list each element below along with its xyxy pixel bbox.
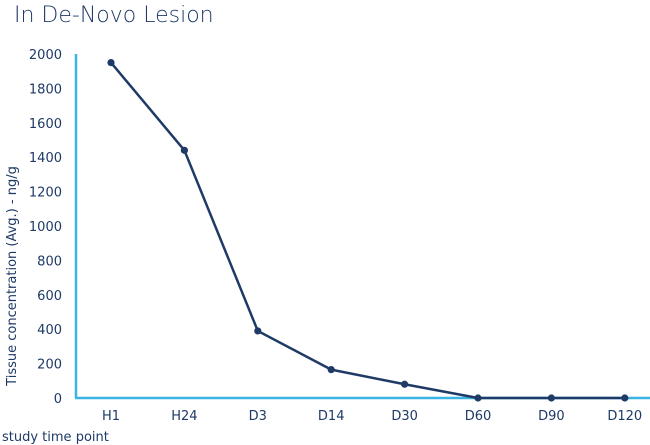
- y-tick-label: 400: [37, 323, 62, 338]
- x-tick-label: H1: [102, 409, 120, 424]
- x-tick-label: D120: [607, 409, 642, 424]
- x-tick-label: D30: [391, 409, 418, 424]
- y-tick-label: 1400: [29, 151, 62, 166]
- data-point: [254, 327, 262, 335]
- data-point: [547, 394, 556, 402]
- y-tick-labels: 0 200 400 600 800 1000 1200 1400 1600 1800 2000: [29, 48, 62, 407]
- y-tick-label: 1800: [29, 82, 62, 97]
- y-tick-label: 1200: [29, 186, 62, 201]
- y-tick-label: 1000: [29, 220, 62, 235]
- series-line: [110, 61, 625, 400]
- x-axis-label: study time point: [2, 430, 109, 445]
- x-tick-labels: H1 H24 D3 D14 D30 D60 D90 D120: [102, 409, 642, 424]
- x-tick-label: D3: [249, 409, 267, 424]
- data-point: [401, 380, 409, 388]
- data-point: [327, 366, 335, 374]
- x-tick-label: D90: [538, 409, 565, 424]
- y-axis-label: Tissue concentration (Avg.) - ng/g: [5, 166, 20, 387]
- y-tick-label: 2000: [29, 48, 62, 63]
- x-tick-label: D14: [318, 409, 345, 424]
- x-tick-label: D60: [465, 409, 492, 424]
- data-points: [107, 59, 629, 402]
- x-tick-label: H24: [171, 409, 197, 424]
- data-point: [474, 394, 482, 402]
- y-tick-label: 800: [37, 254, 62, 269]
- data-point: [107, 59, 115, 67]
- data-point: [621, 394, 629, 402]
- chart-title: In De-Novo Lesion: [14, 3, 214, 28]
- y-tick-label: 200: [37, 358, 62, 373]
- y-tick-label: 600: [37, 289, 62, 304]
- data-point: [180, 146, 188, 154]
- y-tick-label: 1600: [29, 117, 62, 132]
- y-tick-label: 0: [54, 392, 62, 407]
